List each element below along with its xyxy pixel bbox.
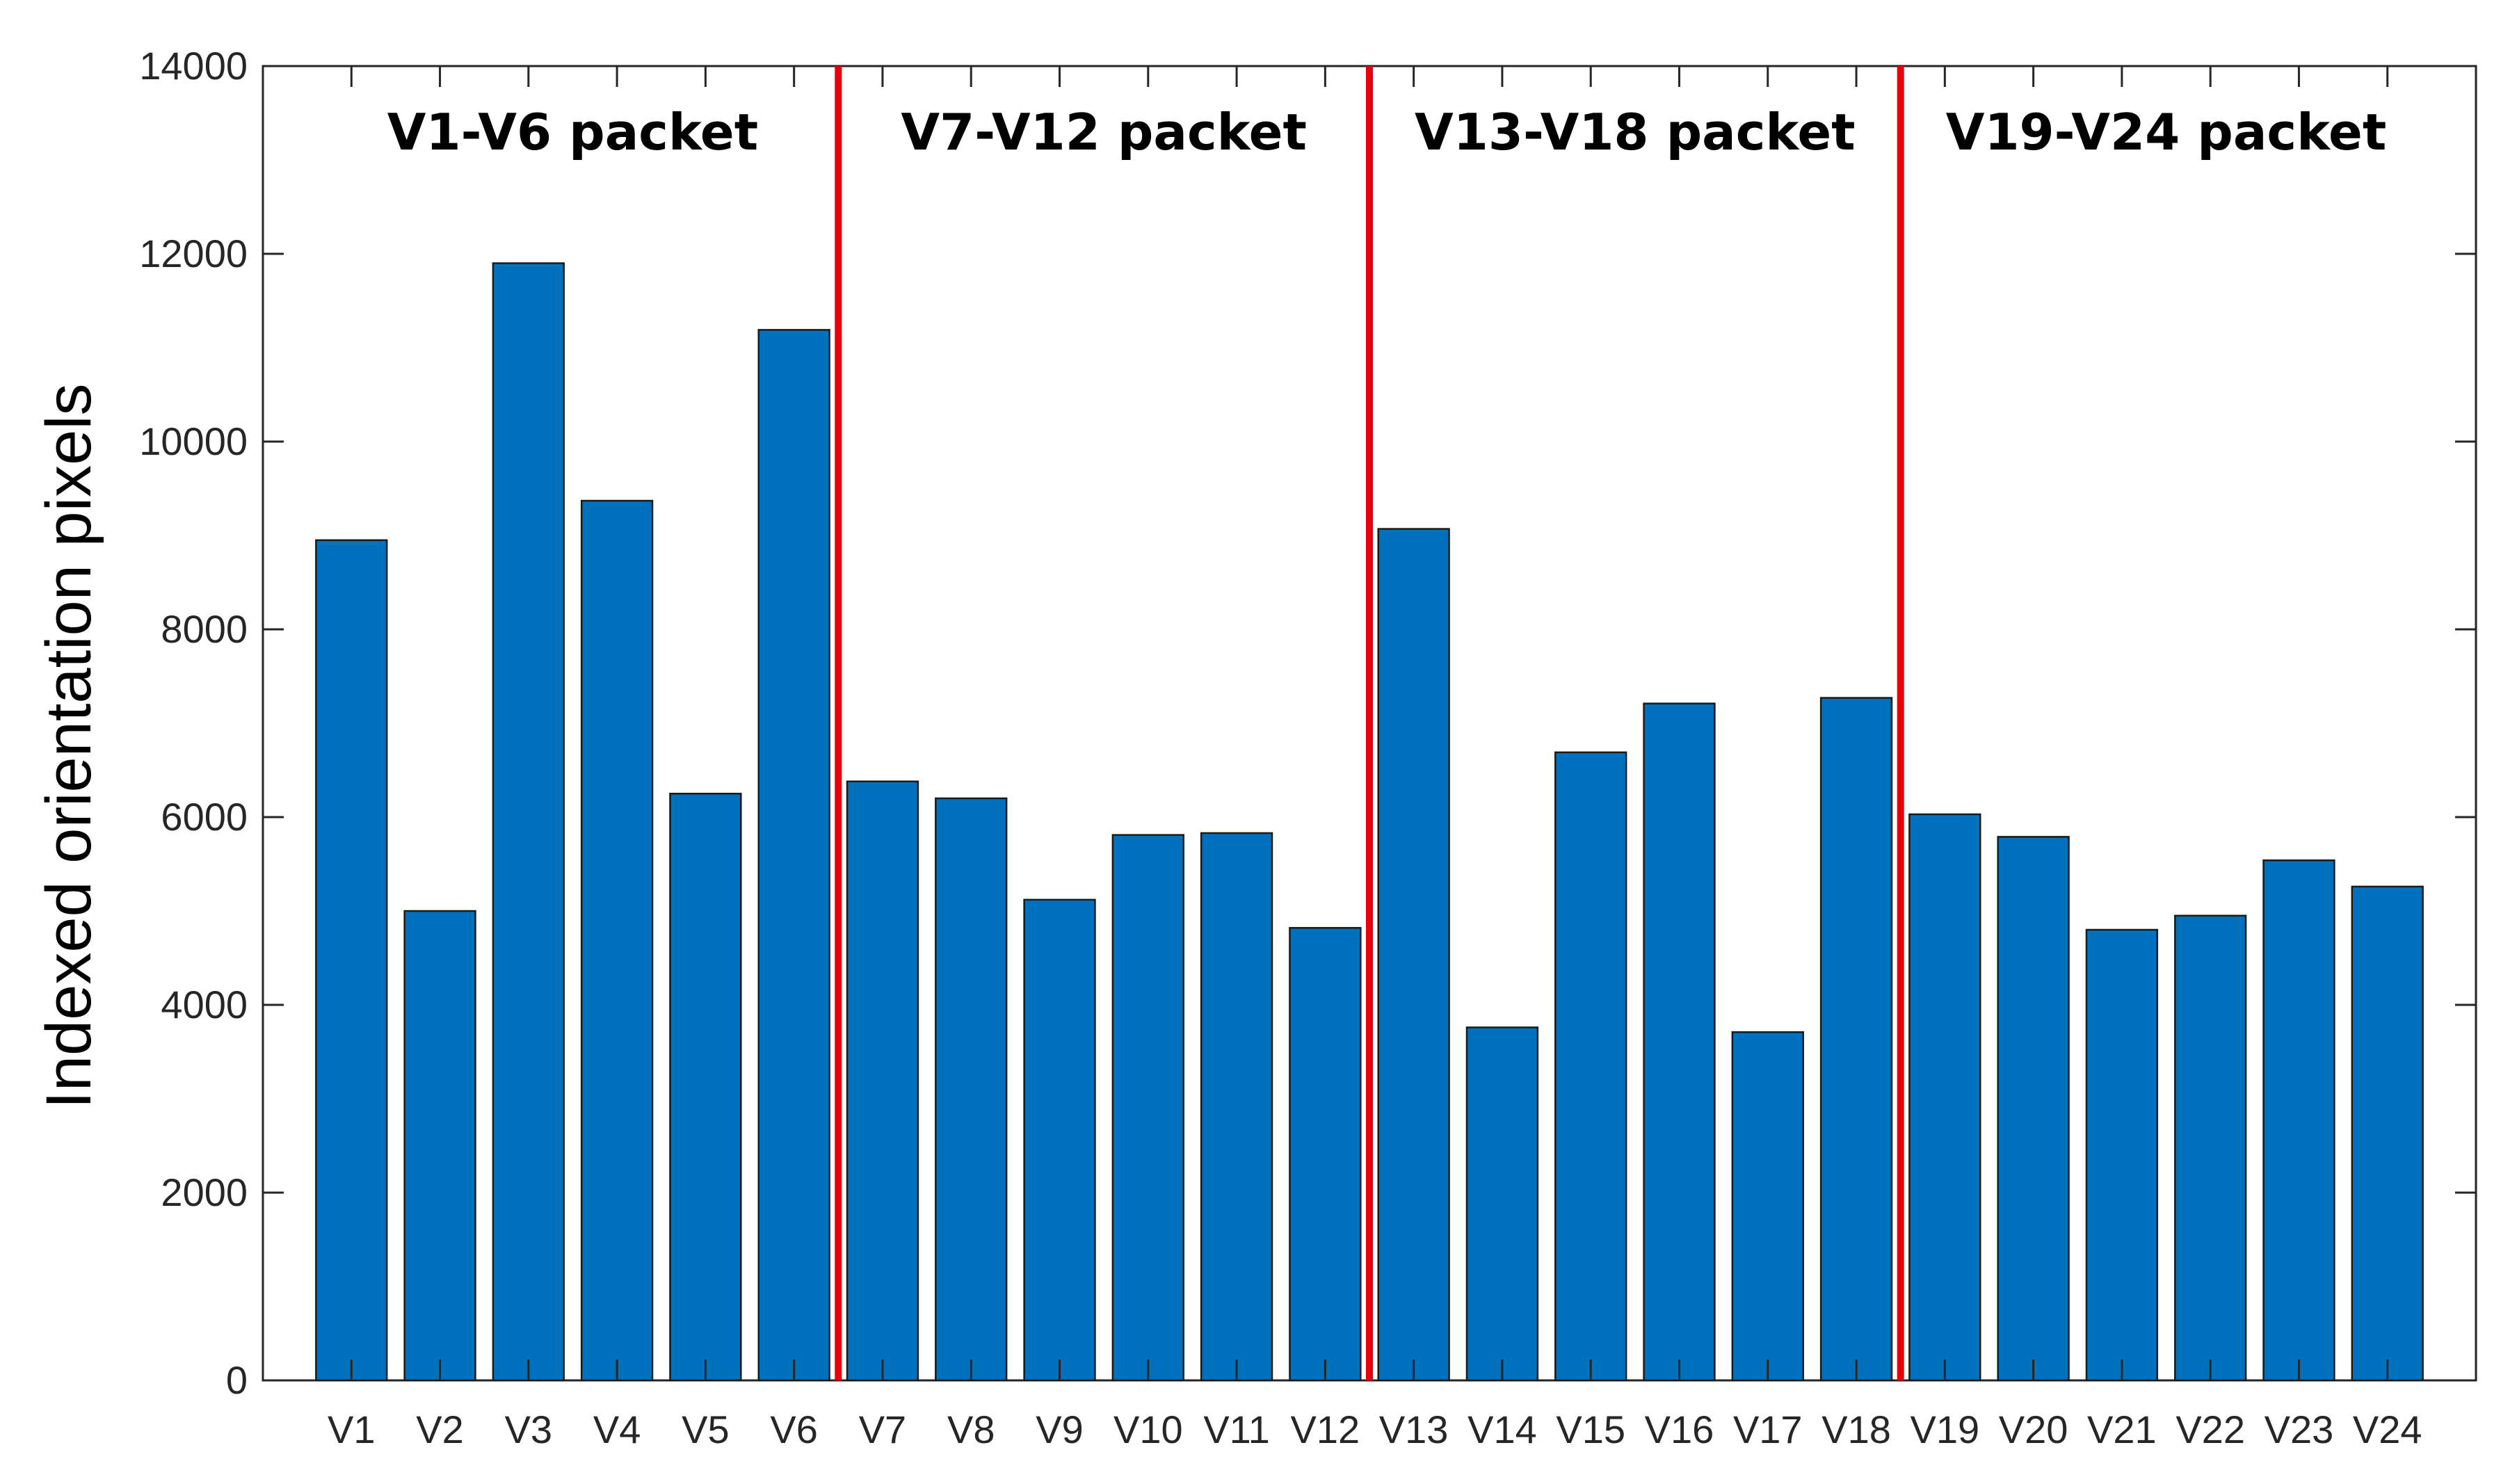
bar-v8 [935,797,1008,1382]
y-tick-label-6000: 6000 [161,795,248,839]
x-tick-label-v15: V15 [1556,1408,1625,1451]
bar-v18 [1819,697,1893,1382]
y-ticks-group: 0 2000 4000 6000 8000 10000 12000 14000 [139,44,2476,1402]
x-tick-label-v9: V9 [1036,1408,1084,1451]
group-labels-group: V1-V6 packet V7-V12 packet V13-V18 packet V… [387,103,2387,161]
x-tick-label-v20: V20 [1999,1408,2068,1451]
bar-v1 [315,539,388,1382]
bar-v22 [2173,914,2247,1382]
x-tick-label-v5: V5 [682,1408,730,1451]
y-tick-label-10000: 10000 [139,419,248,463]
y-tick-label-2000: 2000 [161,1170,248,1214]
bar-v7 [846,780,919,1382]
bar-v11 [1200,832,1273,1382]
x-tick-label-v1: V1 [328,1408,376,1451]
bar-v5 [669,793,742,1382]
x-tick-label-v18: V18 [1822,1408,1891,1451]
x-tick-label-v11: V11 [1203,1408,1269,1451]
group-label-2: V7-V12 packet [901,103,1306,161]
y-tick-label-0: 0 [226,1358,248,1402]
x-tick-label-v22: V22 [2176,1408,2245,1451]
bar-v4 [580,499,654,1382]
bar-v17 [1731,1031,1804,1382]
y-axis-label: Indexed orientation pixels [33,383,104,1108]
x-tick-label-v3: V3 [505,1408,553,1451]
x-tick-label-v10: V10 [1113,1408,1183,1451]
bar-v24 [2351,885,2424,1382]
bar-v2 [403,910,476,1382]
x-ticks-group: V1 V2 V3 V4 V5 V6 V7 V8 V9 V10 V11 V12 V13 V14 V15 V16 V… [328,66,2422,1451]
x-tick-label-v6: V6 [770,1408,818,1451]
bar-v20 [1997,836,2070,1382]
x-tick-label-v8: V8 [947,1408,995,1451]
x-tick-label-v23: V23 [2265,1408,2334,1451]
bar-v14 [1465,1026,1539,1382]
x-tick-label-v14: V14 [1467,1408,1537,1451]
x-tick-label-v19: V19 [1910,1408,1979,1451]
bar-v15 [1554,751,1627,1382]
bar-v3 [492,262,565,1382]
bar-v21 [2085,928,2159,1382]
group-label-1: V1-V6 packet [387,103,758,161]
separators-group [835,66,1904,1380]
y-tick-label-12000: 12000 [139,232,248,275]
x-tick-label-v16: V16 [1645,1408,1714,1451]
x-tick-label-v2: V2 [416,1408,464,1451]
x-tick-label-v24: V24 [2353,1408,2422,1451]
x-tick-label-v12: V12 [1291,1408,1360,1451]
x-tick-label-v7: V7 [859,1408,907,1451]
x-tick-label-v4: V4 [593,1408,641,1451]
y-tick-label-14000: 14000 [139,44,248,88]
y-tick-label-8000: 8000 [161,607,248,651]
group-label-4: V19-V24 packet [1946,103,2387,161]
x-tick-label-v13: V13 [1379,1408,1449,1451]
bar-v9 [1023,898,1096,1382]
bar-v16 [1643,702,1716,1382]
bars-group [315,262,2424,1382]
x-tick-label-v21: V21 [2087,1408,2157,1451]
bar-v12 [1289,927,1362,1382]
bar-v6 [757,329,830,1382]
x-tick-label-v17: V17 [1733,1408,1803,1451]
bar-v10 [1111,834,1184,1382]
bar-v13 [1377,528,1450,1382]
bar-v23 [2262,859,2335,1382]
y-tick-label-4000: 4000 [161,983,248,1026]
bar-v19 [1908,813,1981,1382]
group-label-3: V13-V18 packet [1415,103,1856,161]
